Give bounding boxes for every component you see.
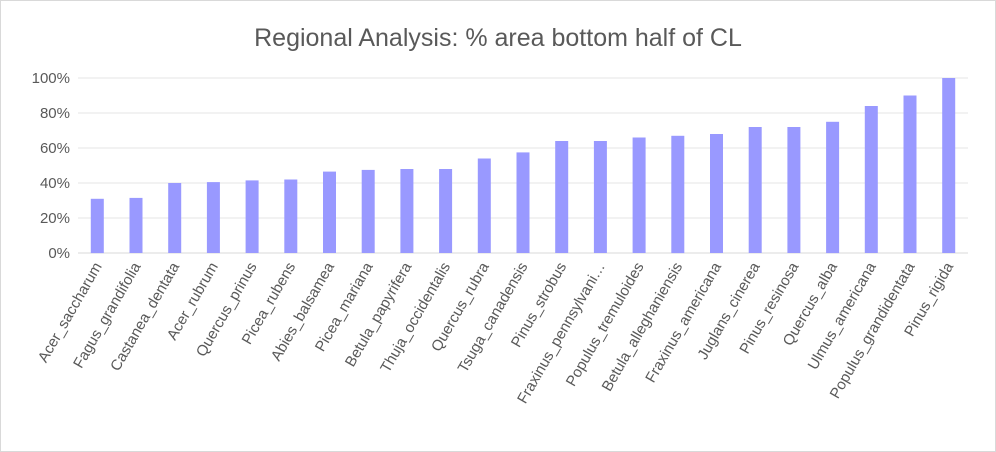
bar: [593, 141, 607, 253]
bar: [748, 127, 762, 253]
bar: [787, 127, 801, 253]
x-category-label: Tsuga_canadensis: [455, 260, 532, 376]
bar: [516, 152, 530, 253]
y-axis-ticks: 0% 20% 40% 60% 80% 100%: [32, 70, 70, 262]
y-tick-label: 60%: [40, 140, 70, 157]
bar: [826, 121, 840, 254]
y-tick-label: 80%: [40, 105, 70, 122]
x-category-label: Castanea_dentata: [107, 259, 183, 374]
y-tick-label: 40%: [40, 175, 70, 192]
bar: [710, 134, 723, 253]
x-axis-labels: Acer_saccharumFagus_grandifoliaCastanea_…: [35, 259, 958, 407]
bar: [864, 106, 878, 253]
bar: [168, 183, 182, 253]
gridlines: [78, 77, 968, 254]
x-category-label: Thuja_occidentalis: [377, 260, 454, 376]
bar: [361, 169, 375, 253]
y-tick-label: 20%: [40, 210, 70, 227]
bars: [90, 78, 956, 254]
bar: [632, 137, 646, 253]
bar: [477, 158, 491, 253]
bar: [903, 95, 917, 253]
bar: [90, 198, 104, 254]
bar: [439, 169, 453, 253]
bar: [284, 179, 298, 253]
y-tick-label: 100%: [32, 70, 70, 87]
bar: [206, 182, 220, 253]
bar: [245, 180, 259, 253]
bar: [129, 197, 143, 253]
chart-title: Regional Analysis: % area bottom half of…: [254, 24, 742, 52]
bar: [671, 135, 685, 254]
bar: [323, 171, 336, 253]
bar: [942, 78, 956, 253]
y-tick-label: 0%: [48, 245, 70, 262]
bar: [555, 141, 569, 253]
bar: [400, 169, 414, 253]
